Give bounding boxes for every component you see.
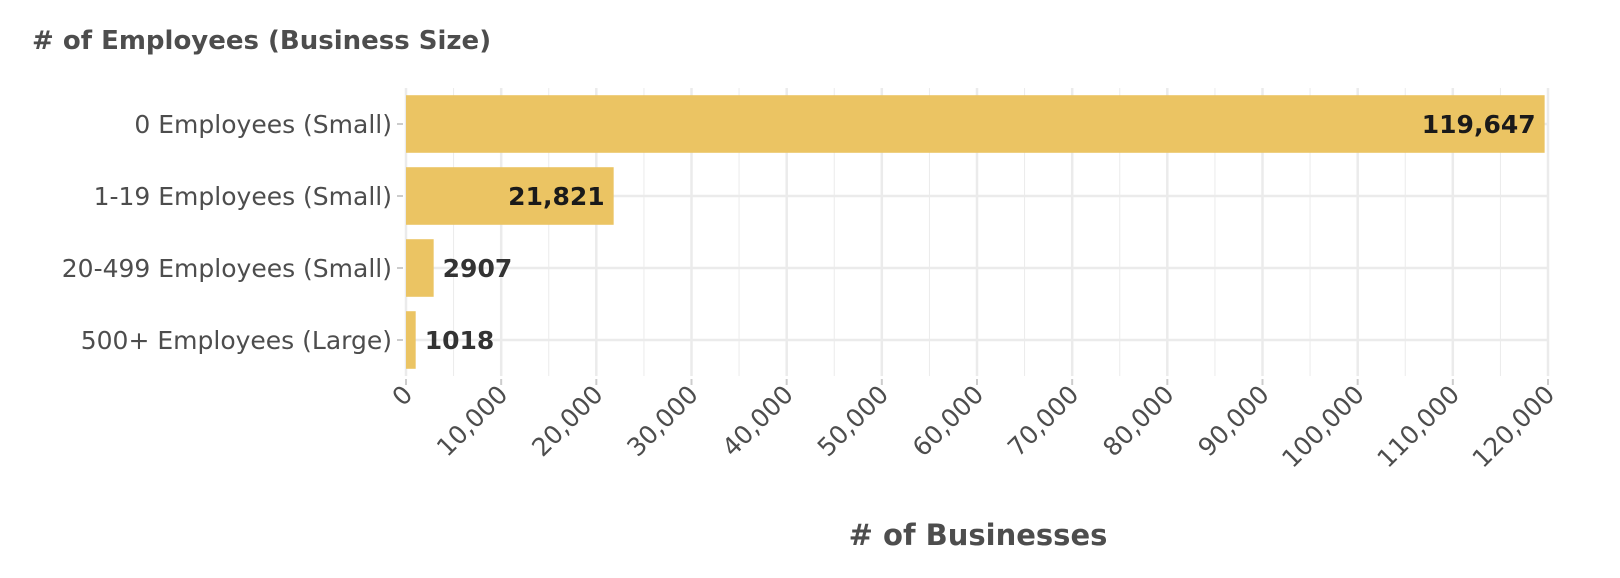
x-tick-label: 60,000 — [907, 380, 989, 462]
x-tick-label: 70,000 — [1002, 380, 1084, 462]
y-tick-label: 20-499 Employees (Small) — [62, 254, 392, 283]
y-tick-label: 1-19 Employees (Small) — [94, 182, 392, 211]
x-axis-title: # of Businesses — [849, 518, 1108, 552]
data-label: 2907 — [443, 254, 513, 283]
x-tick-label: 120,000 — [1467, 380, 1561, 474]
bar — [406, 239, 434, 297]
x-tick-label: 10,000 — [431, 380, 513, 462]
x-tick-label: 30,000 — [621, 380, 703, 462]
x-tick-label: 50,000 — [812, 380, 894, 462]
chart-title: # of Employees (Business Size) — [32, 26, 492, 56]
data-label: 119,647 — [1422, 110, 1536, 139]
x-tick-label: 0 — [386, 380, 418, 412]
y-tick-label: 0 Employees (Small) — [134, 110, 392, 139]
data-label: 21,821 — [508, 182, 604, 211]
x-tick-label: 90,000 — [1192, 380, 1274, 462]
x-tick-label: 80,000 — [1097, 380, 1179, 462]
y-tick-label: 500+ Employees (Large) — [81, 326, 392, 355]
x-tick-label: 20,000 — [526, 380, 608, 462]
x-tick-label: 100,000 — [1276, 380, 1370, 474]
bar — [406, 167, 614, 225]
x-tick-label: 40,000 — [717, 380, 799, 462]
data-label: 1018 — [425, 326, 495, 355]
bar — [406, 311, 416, 369]
bar — [406, 95, 1545, 153]
x-tick-label: 110,000 — [1371, 380, 1465, 474]
